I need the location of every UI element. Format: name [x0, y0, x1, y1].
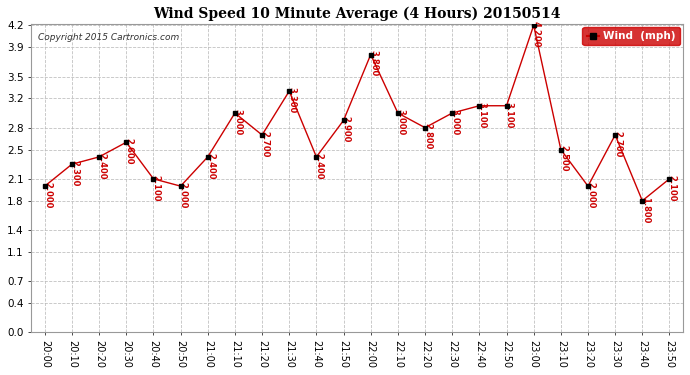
Text: 2.000: 2.000	[586, 182, 595, 209]
Text: 3.000: 3.000	[233, 109, 242, 135]
Text: 2.900: 2.900	[342, 116, 351, 142]
Legend: Wind  (mph): Wind (mph)	[582, 27, 680, 45]
Text: 3.000: 3.000	[451, 109, 460, 135]
Text: 4.200: 4.200	[532, 21, 541, 48]
Text: 2.100: 2.100	[152, 175, 161, 201]
Text: 2.800: 2.800	[423, 123, 433, 150]
Text: 2.000: 2.000	[179, 182, 188, 209]
Text: 1.800: 1.800	[640, 196, 649, 223]
Title: Wind Speed 10 Minute Average (4 Hours) 20150514: Wind Speed 10 Minute Average (4 Hours) 2…	[153, 7, 561, 21]
Text: 2.600: 2.600	[125, 138, 134, 165]
Text: 3.100: 3.100	[477, 102, 486, 128]
Text: 2.300: 2.300	[70, 160, 79, 186]
Text: 2.400: 2.400	[97, 153, 106, 179]
Text: 2.400: 2.400	[206, 153, 215, 179]
Text: 2.400: 2.400	[315, 153, 324, 179]
Text: Copyright 2015 Cartronics.com: Copyright 2015 Cartronics.com	[38, 33, 179, 42]
Text: 3.800: 3.800	[369, 50, 378, 76]
Text: 3.300: 3.300	[288, 87, 297, 113]
Text: 3.000: 3.000	[396, 109, 405, 135]
Text: 2.100: 2.100	[668, 175, 677, 201]
Text: 2.000: 2.000	[43, 182, 52, 209]
Text: 3.100: 3.100	[505, 102, 514, 128]
Text: 2.700: 2.700	[260, 131, 269, 157]
Text: 2.500: 2.500	[559, 146, 568, 172]
Text: 2.700: 2.700	[613, 131, 622, 157]
